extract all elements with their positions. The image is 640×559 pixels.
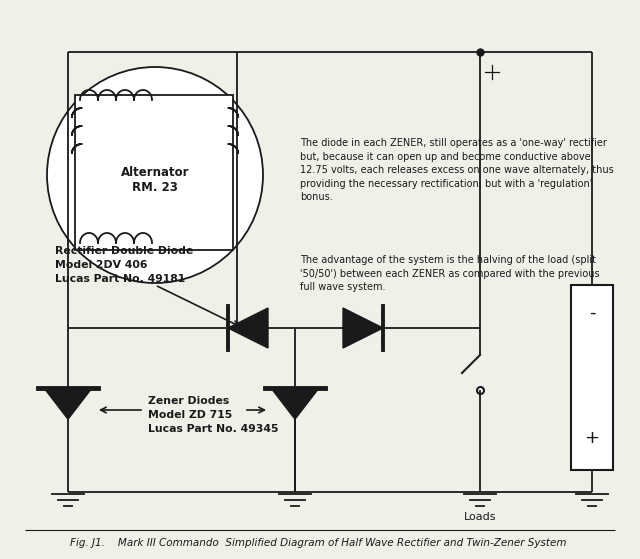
Text: Loads: Loads (464, 512, 496, 522)
Text: +: + (584, 429, 600, 447)
Polygon shape (44, 388, 92, 419)
Text: -: - (589, 304, 595, 322)
Text: Zener Diodes
Model ZD 715
Lucas Part No. 49345: Zener Diodes Model ZD 715 Lucas Part No.… (148, 396, 278, 434)
Polygon shape (343, 308, 383, 348)
Bar (571, 285, 613, 470)
Bar (75, 95, 233, 250)
Text: The diode in each ZENER, still operates as a 'one-way' rectifier
but, because it: The diode in each ZENER, still operates … (300, 138, 614, 202)
Text: Alternator
RM. 23: Alternator RM. 23 (121, 166, 189, 194)
Circle shape (47, 67, 263, 283)
Polygon shape (228, 308, 268, 348)
Text: Rectifier Double Diode
Model 2DV 406
Lucas Part No. 49181: Rectifier Double Diode Model 2DV 406 Luc… (55, 246, 193, 284)
Text: The advantage of the system is the halving of the load (split
'50/50') between e: The advantage of the system is the halvi… (300, 255, 600, 292)
Text: Fig. J1.    Mark III Commando  Simplified Diagram of Half Wave Rectifier and Twi: Fig. J1. Mark III Commando Simplified Di… (70, 538, 566, 548)
Polygon shape (271, 388, 319, 419)
